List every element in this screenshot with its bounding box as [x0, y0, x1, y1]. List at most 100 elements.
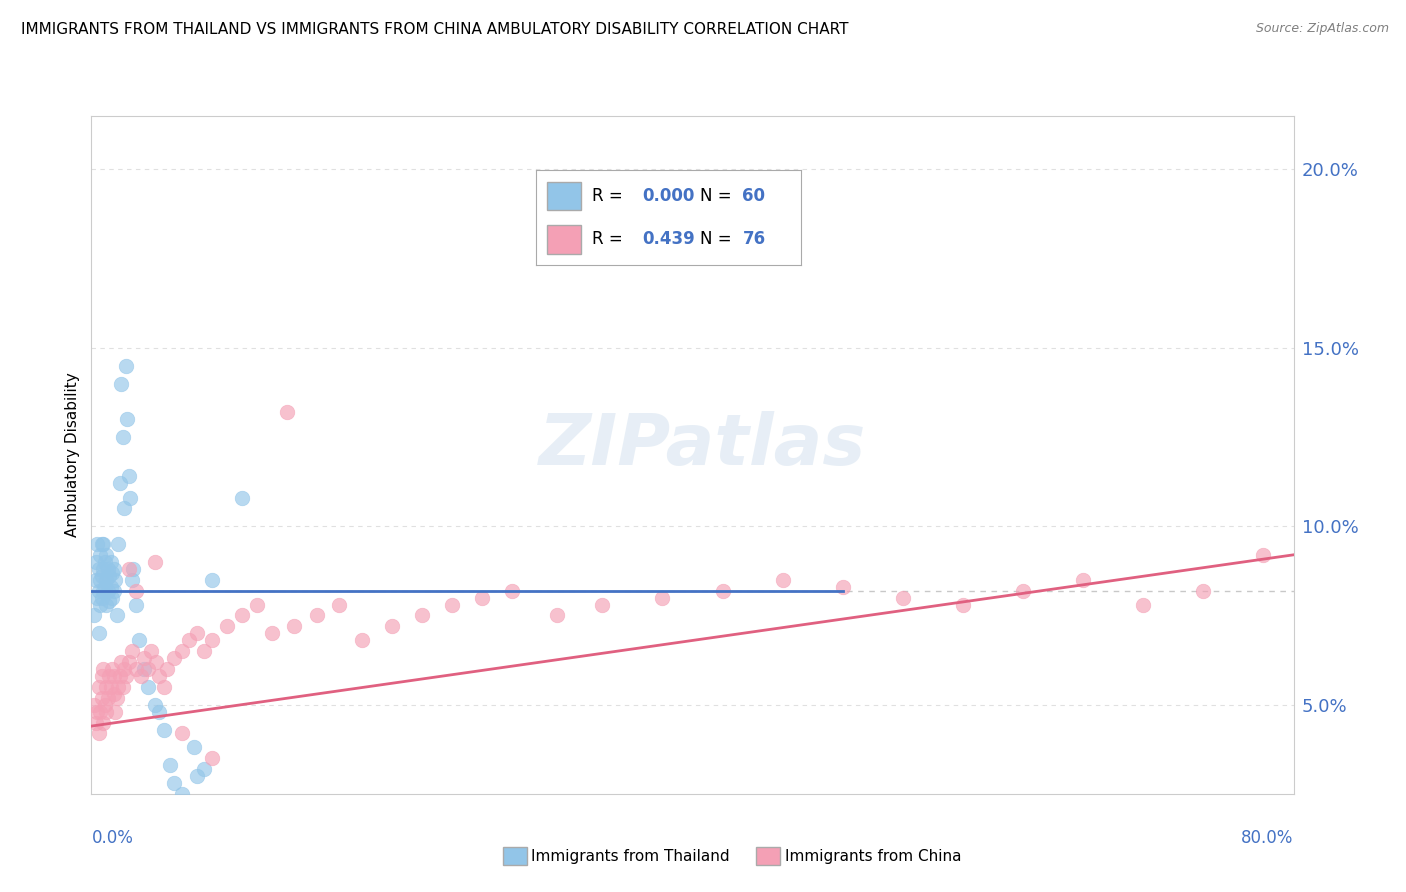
Point [118, 655, 141, 669]
Point [98, 569, 121, 583]
Point [260, 626, 283, 640]
Point [170, 787, 193, 801]
Point [711, 583, 734, 598]
Point [97, 583, 120, 598]
Point [84, 573, 107, 587]
Point [891, 591, 914, 605]
FancyBboxPatch shape [547, 182, 581, 210]
Point [411, 608, 433, 623]
Point [90, 591, 112, 605]
Point [94, 555, 117, 569]
Text: 80.0%: 80.0% [1241, 830, 1294, 847]
Point [170, 644, 193, 658]
Point [440, 598, 463, 612]
Point [381, 619, 404, 633]
Point [132, 662, 155, 676]
Point [305, 608, 328, 623]
Point [132, 651, 155, 665]
Point [118, 562, 141, 576]
Point [1192, 583, 1215, 598]
Point [101, 591, 124, 605]
Point [115, 359, 138, 373]
Point [110, 376, 132, 391]
Point [193, 644, 215, 658]
Point [186, 626, 208, 640]
Point [111, 680, 134, 694]
Point [104, 573, 127, 587]
Point [193, 762, 215, 776]
Point [138, 662, 160, 676]
Point [86, 537, 108, 551]
Point [831, 580, 853, 594]
Point [84, 555, 107, 569]
Text: N =: N = [700, 229, 737, 247]
Point [651, 591, 673, 605]
Point [152, 680, 174, 694]
Point [84, 715, 107, 730]
Point [96, 548, 118, 562]
Text: IMMIGRANTS FROM THAILAND VS IMMIGRANTS FROM CHINA AMBULATORY DISABILITY CORRELAT: IMMIGRANTS FROM THAILAND VS IMMIGRANTS F… [21, 22, 849, 37]
Point [201, 751, 224, 765]
Point [201, 573, 224, 587]
Point [350, 633, 373, 648]
Point [186, 769, 208, 783]
Point [87, 726, 110, 740]
Point [122, 562, 145, 576]
Point [1012, 583, 1035, 598]
Point [121, 644, 143, 658]
Text: 0.000: 0.000 [643, 186, 695, 205]
Point [93, 562, 115, 576]
Point [98, 594, 121, 608]
Point [93, 715, 115, 730]
Point [108, 669, 131, 683]
Point [1071, 573, 1094, 587]
Point [231, 608, 253, 623]
Point [87, 562, 110, 576]
Point [143, 698, 166, 712]
Point [96, 680, 118, 694]
Point [96, 705, 118, 719]
Text: N =: N = [700, 186, 737, 205]
Text: R =: R = [592, 229, 627, 247]
Text: ZIPatlas: ZIPatlas [540, 411, 866, 481]
Point [101, 566, 124, 580]
Point [100, 555, 122, 569]
Point [90, 669, 112, 683]
Point [159, 758, 181, 772]
Point [105, 690, 128, 705]
Point [952, 598, 974, 612]
Point [328, 598, 350, 612]
Point [96, 573, 118, 587]
Point [90, 690, 112, 705]
Point [152, 723, 174, 737]
Point [231, 491, 253, 505]
Point [104, 705, 127, 719]
Point [87, 583, 110, 598]
Point [98, 669, 121, 683]
Point [143, 555, 166, 569]
Point [83, 608, 105, 623]
Point [86, 705, 108, 719]
Point [100, 680, 122, 694]
Point [148, 669, 170, 683]
Point [94, 580, 117, 594]
Point [90, 537, 112, 551]
Text: 76: 76 [742, 229, 766, 247]
Point [93, 537, 115, 551]
Point [501, 583, 523, 598]
Point [108, 476, 131, 491]
Point [103, 562, 125, 576]
Point [215, 619, 238, 633]
Point [89, 598, 111, 612]
Point [83, 698, 105, 712]
Point [101, 662, 124, 676]
Point [125, 598, 148, 612]
Point [115, 669, 138, 683]
Point [148, 705, 170, 719]
Point [170, 726, 193, 740]
Point [772, 573, 794, 587]
Text: 0.439: 0.439 [643, 229, 695, 247]
Point [93, 583, 115, 598]
Point [125, 583, 148, 598]
Text: R =: R = [592, 186, 627, 205]
